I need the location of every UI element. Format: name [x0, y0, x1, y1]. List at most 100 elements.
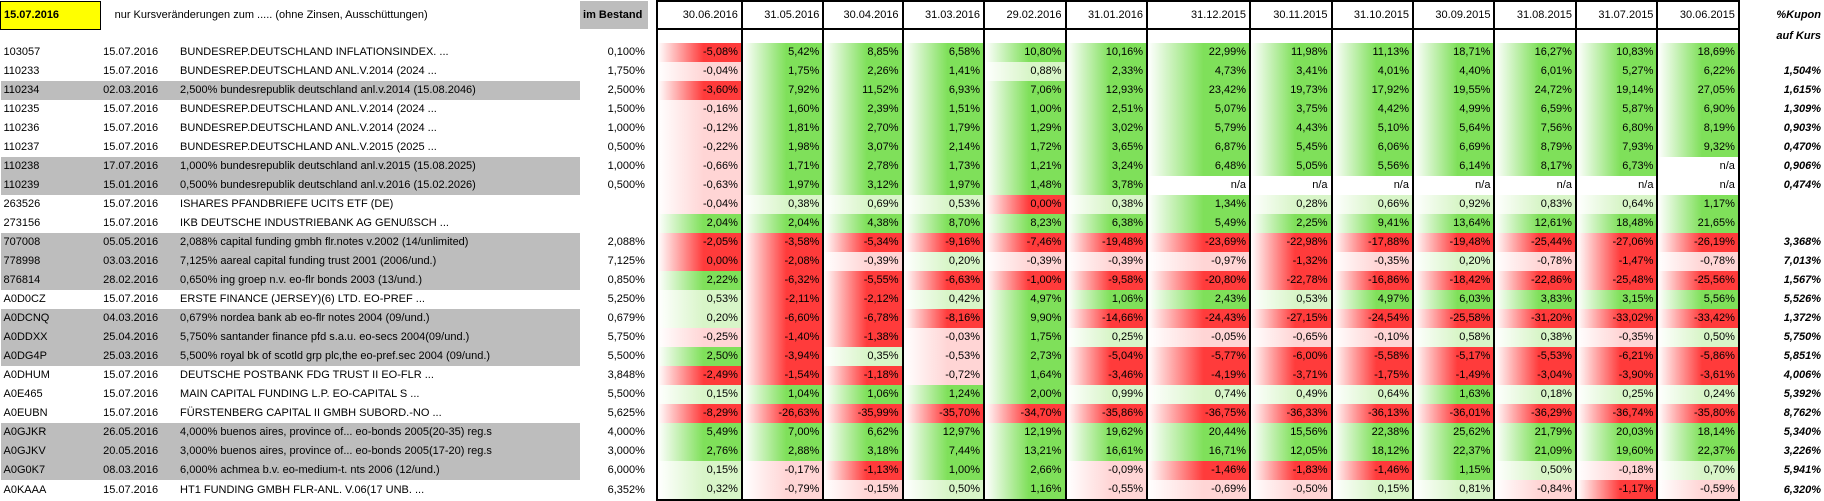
change-cell[interactable]: 9,90%: [984, 309, 1065, 328]
change-cell[interactable]: 19,55%: [1413, 81, 1494, 100]
change-cell[interactable]: -6,32%: [742, 271, 823, 290]
date-cell[interactable]: 15.07.2016: [100, 43, 174, 62]
change-cell[interactable]: 1,71%: [742, 157, 823, 176]
change-cell[interactable]: 0,74%: [1147, 385, 1250, 404]
change-cell[interactable]: -5,17%: [1413, 347, 1494, 366]
change-cell[interactable]: -6,78%: [823, 309, 902, 328]
kupon-cell[interactable]: 0,470%: [1739, 138, 1824, 157]
change-cell[interactable]: 1,24%: [903, 385, 984, 404]
change-cell[interactable]: 3,78%: [1066, 176, 1147, 195]
change-cell[interactable]: 0,88%: [984, 62, 1065, 81]
kupon-cell[interactable]: [1739, 43, 1824, 62]
wkn-cell[interactable]: 110239: [1, 176, 101, 195]
kupon-cell[interactable]: 5,851%: [1739, 347, 1824, 366]
change-cell[interactable]: 6,62%: [823, 423, 902, 442]
change-cell[interactable]: 2,70%: [823, 119, 902, 138]
change-cell[interactable]: 1,81%: [742, 119, 823, 138]
date-cell[interactable]: 15.07.2016: [100, 138, 174, 157]
coupon-cell[interactable]: 0,679%: [580, 309, 648, 328]
change-cell[interactable]: 4,38%: [823, 214, 902, 233]
change-cell[interactable]: 3,15%: [1576, 290, 1657, 309]
change-cell[interactable]: 0,38%: [1494, 328, 1575, 347]
month-header[interactable]: 31.08.2015: [1494, 1, 1575, 29]
change-cell[interactable]: 5,56%: [1332, 157, 1413, 176]
change-cell[interactable]: 5,10%: [1332, 119, 1413, 138]
change-cell[interactable]: 18,12%: [1332, 442, 1413, 461]
change-cell[interactable]: -5,58%: [1332, 347, 1413, 366]
change-cell[interactable]: 0,32%: [657, 480, 742, 500]
change-cell[interactable]: 21,79%: [1494, 423, 1575, 442]
change-cell[interactable]: -0,04%: [657, 195, 742, 214]
change-cell[interactable]: -33,42%: [1657, 309, 1738, 328]
date-cell[interactable]: 15.07.2016: [100, 100, 174, 119]
change-cell[interactable]: 2,43%: [1147, 290, 1250, 309]
change-cell[interactable]: 2,00%: [984, 385, 1065, 404]
change-cell[interactable]: -22,78%: [1250, 271, 1331, 290]
change-cell[interactable]: -33,02%: [1576, 309, 1657, 328]
change-cell[interactable]: 11,52%: [823, 81, 902, 100]
change-cell[interactable]: -1,40%: [742, 328, 823, 347]
security-name-cell[interactable]: 2,500% bundesrepublik deutschland anl.v.…: [177, 81, 580, 100]
change-cell[interactable]: -36,01%: [1413, 404, 1494, 423]
coupon-cell[interactable]: 2,500%: [580, 81, 648, 100]
change-cell[interactable]: 5,45%: [1250, 138, 1331, 157]
coupon-cell[interactable]: 7,125%: [580, 252, 648, 271]
change-cell[interactable]: 0,20%: [903, 252, 984, 271]
wkn-cell[interactable]: A0KAAA: [1, 480, 101, 500]
change-cell[interactable]: -6,00%: [1250, 347, 1331, 366]
change-cell[interactable]: 1,63%: [1413, 385, 1494, 404]
change-cell[interactable]: -1,54%: [742, 366, 823, 385]
coupon-cell[interactable]: 3,000%: [580, 442, 648, 461]
coupon-cell[interactable]: 0,100%: [580, 43, 648, 62]
change-cell[interactable]: 12,19%: [984, 423, 1065, 442]
change-cell[interactable]: -1,49%: [1413, 366, 1494, 385]
change-cell[interactable]: 3,18%: [823, 442, 902, 461]
month-header[interactable]: 29.02.2016: [984, 1, 1065, 29]
kupon-cell[interactable]: 1,372%: [1739, 309, 1824, 328]
kupon-cell[interactable]: 0,474%: [1739, 176, 1824, 195]
change-cell[interactable]: 10,80%: [984, 43, 1065, 62]
change-cell[interactable]: 5,56%: [1657, 290, 1738, 309]
coupon-cell[interactable]: 0,850%: [580, 271, 648, 290]
kupon-cell[interactable]: [1739, 195, 1824, 214]
change-cell[interactable]: -0,69%: [1147, 480, 1250, 500]
change-cell[interactable]: n/a: [1413, 176, 1494, 195]
change-cell[interactable]: 21,09%: [1494, 442, 1575, 461]
change-cell[interactable]: -1,83%: [1250, 461, 1331, 480]
change-cell[interactable]: -0,39%: [984, 252, 1065, 271]
change-cell[interactable]: -19,48%: [1413, 233, 1494, 252]
change-cell[interactable]: 18,71%: [1413, 43, 1494, 62]
change-cell[interactable]: -0,03%: [903, 328, 984, 347]
month-header[interactable]: 31.10.2015: [1332, 1, 1413, 29]
wkn-cell[interactable]: A0GJKV: [1, 442, 101, 461]
security-name-cell[interactable]: 0,679% nordea bank ab eo-flr notes 2004 …: [177, 309, 580, 328]
wkn-cell[interactable]: 110234: [1, 81, 101, 100]
change-cell[interactable]: -1,32%: [1250, 252, 1331, 271]
change-cell[interactable]: -16,86%: [1332, 271, 1413, 290]
date-cell[interactable]: 05.05.2016: [100, 233, 174, 252]
change-cell[interactable]: -5,04%: [1066, 347, 1147, 366]
change-cell[interactable]: 23,42%: [1147, 81, 1250, 100]
change-cell[interactable]: 6,73%: [1576, 157, 1657, 176]
change-cell[interactable]: 0,92%: [1413, 195, 1494, 214]
kupon-cell[interactable]: 5,340%: [1739, 423, 1824, 442]
date-cell[interactable]: 08.03.2016: [100, 461, 174, 480]
change-cell[interactable]: -19,48%: [1066, 233, 1147, 252]
date-cell[interactable]: 25.03.2016: [100, 347, 174, 366]
change-cell[interactable]: 9,32%: [1657, 138, 1738, 157]
change-cell[interactable]: 0,25%: [1576, 385, 1657, 404]
security-name-cell[interactable]: 5,500% royal bk of scotld grp plc,the eo…: [177, 347, 580, 366]
security-name-cell[interactable]: 7,125% aareal capital funding trust 2001…: [177, 252, 580, 271]
change-cell[interactable]: 1,75%: [984, 328, 1065, 347]
change-cell[interactable]: 5,07%: [1147, 100, 1250, 119]
change-cell[interactable]: -3,71%: [1250, 366, 1331, 385]
change-cell[interactable]: 5,87%: [1576, 100, 1657, 119]
kupon-cell[interactable]: 5,750%: [1739, 328, 1824, 347]
change-cell[interactable]: 2,33%: [1066, 62, 1147, 81]
change-cell[interactable]: -25,48%: [1576, 271, 1657, 290]
